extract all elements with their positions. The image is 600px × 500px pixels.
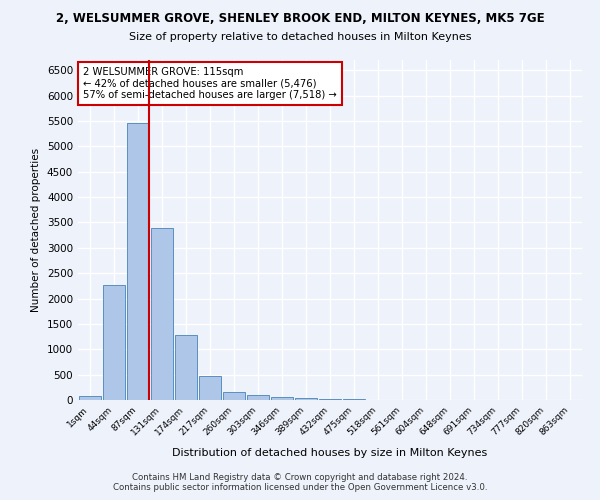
Bar bbox=[247, 396, 269, 400]
Bar bbox=[223, 392, 245, 400]
Y-axis label: Number of detached properties: Number of detached properties bbox=[31, 148, 41, 312]
X-axis label: Distribution of detached houses by size in Milton Keynes: Distribution of detached houses by size … bbox=[172, 448, 488, 458]
Bar bbox=[319, 399, 341, 400]
Bar bbox=[199, 376, 221, 400]
Bar bbox=[127, 124, 149, 400]
Bar bbox=[175, 334, 197, 400]
Text: Contains HM Land Registry data © Crown copyright and database right 2024.
Contai: Contains HM Land Registry data © Crown c… bbox=[113, 473, 487, 492]
Text: 2, WELSUMMER GROVE, SHENLEY BROOK END, MILTON KEYNES, MK5 7GE: 2, WELSUMMER GROVE, SHENLEY BROOK END, M… bbox=[56, 12, 544, 26]
Bar bbox=[295, 398, 317, 400]
Bar bbox=[271, 397, 293, 400]
Bar bbox=[103, 285, 125, 400]
Bar bbox=[79, 396, 101, 400]
Bar bbox=[151, 228, 173, 400]
Text: 2 WELSUMMER GROVE: 115sqm
← 42% of detached houses are smaller (5,476)
57% of se: 2 WELSUMMER GROVE: 115sqm ← 42% of detac… bbox=[83, 67, 337, 100]
Text: Size of property relative to detached houses in Milton Keynes: Size of property relative to detached ho… bbox=[129, 32, 471, 42]
